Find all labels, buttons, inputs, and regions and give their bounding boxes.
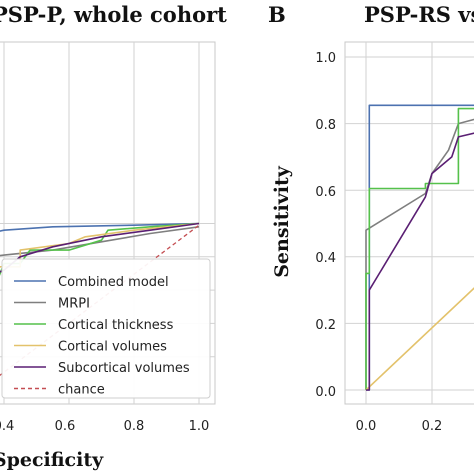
right-series-cortical-thickness (365, 107, 474, 390)
right-series-subcortical-volumes (366, 132, 474, 391)
legend-box (1, 258, 211, 399)
right-plot-frame (344, 41, 474, 405)
right-x-tick-label: 0.2 (422, 419, 443, 434)
left-panel: PSP-P, whole cohort 0.4 0.6 0.8 1.0 Spec… (0, 2, 227, 471)
legend-label: Subcortical volumes (58, 361, 190, 376)
left-x-tick-label: 0.4 (0, 419, 14, 434)
right-panel-title: PSP-RS vs (364, 2, 474, 27)
right-y-tick-label: 1.0 (315, 51, 336, 66)
left-series-mrpi (0, 226, 200, 257)
legend-entry-mrpi: MRPI (14, 297, 90, 312)
legend-label: Cortical thickness (58, 318, 174, 333)
right-grid (345, 42, 474, 404)
left-x-tick-label: 0.6 (55, 419, 76, 434)
right-y-tick-label: 0.8 (315, 118, 336, 133)
legend: Combined model MRPI Cortical thickness Cort… (1, 258, 211, 399)
legend-label: MRPI (58, 297, 90, 312)
right-y-ticks: 0.0 0.2 0.4 0.6 0.8 1.0 (315, 51, 336, 400)
left-x-ticks: 0.4 0.6 0.8 1.0 (0, 419, 209, 434)
legend-entry-cortical-volumes: Cortical volumes (14, 340, 167, 355)
left-x-tick-label: 0.8 (124, 419, 145, 434)
legend-entry-subcortical-volumes: Subcortical volumes (14, 361, 190, 376)
right-x-tick-label: 0.0 (356, 419, 377, 434)
right-y-tick-label: 0.0 (315, 385, 336, 400)
right-series-cortical-volumes (365, 287, 474, 391)
legend-entry-cortical-thickness: Cortical thickness (14, 318, 174, 333)
left-panel-title: PSP-P, whole cohort (0, 2, 227, 27)
left-series-subcortical-volumes (0, 222, 200, 273)
right-panel: B PSP-RS vs 0.0 0.2 0.4 0.6 0.8 1.0 0.0 … (268, 2, 474, 434)
right-y-tick-label: 0.6 (315, 185, 336, 200)
left-x-axis-label: Specificity (0, 449, 104, 471)
legend-label: Cortical volumes (58, 340, 167, 355)
legend-entry-combined-model: Combined model (14, 275, 169, 290)
right-y-tick-label: 0.2 (315, 318, 336, 333)
right-panel-letter: B (268, 2, 286, 27)
left-x-tick-label: 1.0 (189, 419, 210, 434)
right-series (365, 104, 474, 391)
right-y-tick-label: 0.4 (315, 251, 336, 266)
legend-label: chance (58, 383, 105, 398)
right-x-ticks: 0.0 0.2 (356, 419, 443, 434)
left-series-combined-model (0, 222, 200, 232)
legend-entry-chance: chance (14, 383, 105, 398)
legend-items: Combined model MRPI Cortical thickness Cort… (14, 275, 190, 398)
right-y-axis-label: Sensitivity (271, 165, 293, 278)
legend-label: Combined model (58, 275, 169, 290)
